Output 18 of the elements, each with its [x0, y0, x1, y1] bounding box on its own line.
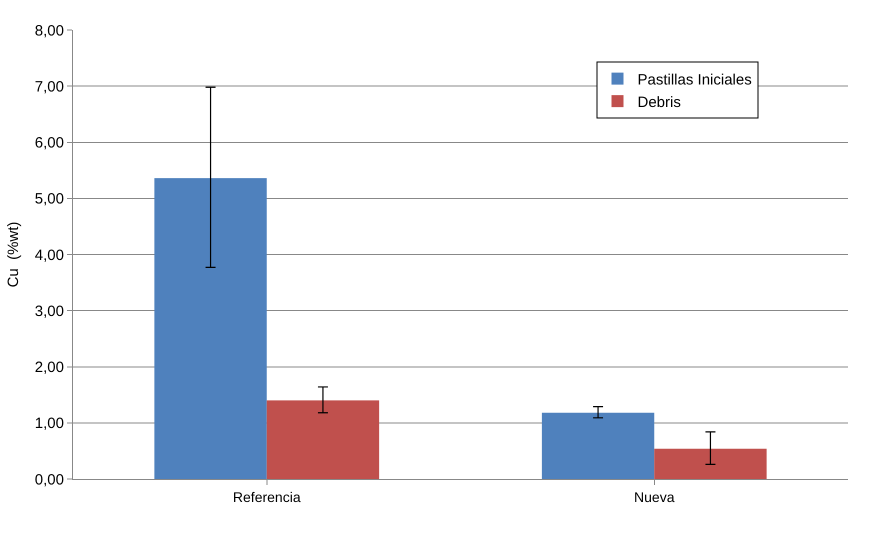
x-tick-label: Nueva: [634, 488, 675, 505]
y-tick-label: 5,00: [34, 190, 64, 208]
x-tick-label: Referencia: [232, 488, 301, 505]
y-tick-label: 4,00: [34, 246, 64, 264]
y-axis-title: Cu (%wt): [5, 222, 22, 288]
y-tick-label: 8,00: [34, 22, 64, 40]
legend-label: Debris: [638, 94, 681, 112]
bar: [266, 400, 380, 479]
y-tick-label: 6,00: [34, 134, 64, 152]
bar: [542, 412, 654, 479]
y-tick-label: 7,00: [34, 78, 64, 96]
bar: [654, 448, 767, 479]
y-tick-label: 2,00: [34, 359, 64, 376]
y-tick-label: 1,00: [34, 415, 64, 432]
y-tick-label: 3,00: [34, 302, 64, 320]
y-tick-label: 0,00: [34, 471, 64, 488]
legend-label: Pastillas Iniciales: [638, 72, 752, 89]
bar: [154, 178, 267, 479]
